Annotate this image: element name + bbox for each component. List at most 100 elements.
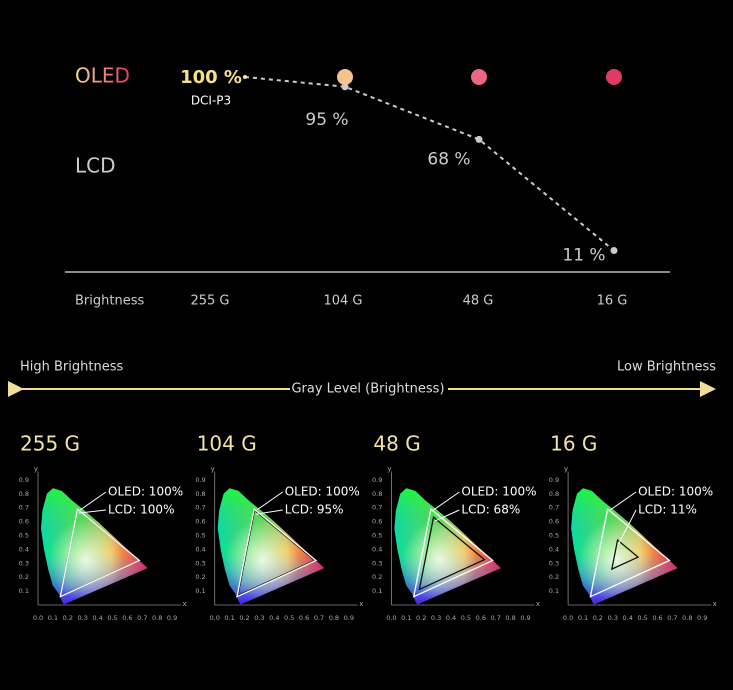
cie-y-tick: 0.1 [195, 587, 205, 595]
cie-x-label: x [713, 600, 717, 608]
cie-x-label: x [359, 600, 363, 608]
oled-gamut [59, 507, 141, 598]
oled-point [606, 69, 622, 85]
lcd-line [244, 76, 615, 252]
cie-x-tick: 0.0 [563, 614, 573, 622]
lcd-point [610, 247, 618, 255]
cie-y-tick: 0.5 [372, 532, 382, 540]
value-label: 100 % [180, 67, 242, 88]
oled-label: OLED: 100% [461, 485, 536, 499]
cie-y-tick: 0.3 [195, 559, 205, 567]
cie-y-tick: 0.8 [195, 490, 205, 498]
cie-y-tick: 0.3 [372, 559, 382, 567]
oled-point [471, 69, 487, 85]
lcd-label: LCD: 100% [108, 503, 174, 517]
cie-y-tick: 0.5 [19, 532, 29, 540]
oled-point [243, 75, 247, 79]
cie-x-tick: 0.7 [491, 614, 501, 622]
value-label: 68 % [427, 149, 470, 169]
cie-y-tick: 0.7 [372, 504, 382, 512]
cie-x-tick: 0.3 [78, 614, 88, 622]
leader [78, 491, 107, 512]
cie-y-tick: 0.8 [372, 490, 382, 498]
cie-x-tick: 0.8 [505, 614, 515, 622]
cie-x-label: x [536, 600, 540, 608]
lcd-label: LCD: 68% [461, 503, 520, 517]
cie-x-tick: 0.6 [652, 614, 662, 622]
cie-locus [40, 488, 148, 605]
cie-x-tick: 0.6 [476, 614, 486, 622]
cie-locus [394, 488, 501, 605]
cie-x-tick: 0.2 [239, 614, 249, 622]
cie-y-tick: 0.6 [195, 518, 205, 526]
cie-x-tick: 0.4 [623, 614, 633, 622]
cie-y-tick: 0.4 [195, 545, 205, 553]
cie-x-tick: 0.0 [33, 614, 43, 622]
cie-x-tick: 0.6 [122, 614, 132, 622]
cie-y-tick: 0.3 [549, 559, 559, 567]
cie-y-tick: 0.2 [372, 573, 382, 581]
leader [434, 509, 460, 522]
leader [254, 491, 283, 512]
cie-x-tick: 0.3 [431, 614, 441, 622]
lcd-gamut [418, 516, 486, 591]
cie-x-tick: 0.8 [329, 614, 339, 622]
cie-y-tick: 0.2 [195, 573, 205, 581]
cie-y-tick: 0.5 [549, 532, 559, 540]
cie-y-tick: 0.4 [372, 545, 382, 553]
cie-x-label: x [183, 600, 187, 608]
value-label: 11 % [562, 246, 605, 266]
value-label: 95 % [305, 110, 348, 130]
panel-title: 255 G [20, 432, 80, 456]
cie-y-tick: 0.1 [372, 587, 382, 595]
cie-y-tick: 0.7 [195, 504, 205, 512]
cie-x-tick: 0.8 [682, 614, 692, 622]
cie-x-tick: 0.7 [314, 614, 324, 622]
cie-y-label: y [387, 465, 391, 473]
oled-gamut [589, 507, 671, 598]
oled-gamut [236, 507, 318, 598]
cie-y-label: y [34, 465, 38, 473]
lcd-label: LCD: 95% [285, 503, 344, 517]
lcd-gamut [610, 538, 640, 571]
annotation: DCI-P3 [191, 94, 231, 108]
scale-left: High Brightness [20, 360, 123, 375]
cie-y-tick: 0.1 [549, 587, 559, 595]
gamut-panel: 48 G x y 0.0 0.1 0.1 0.2 0.2 0.3 0.3 0.4 0.4 0.5 0.5 0… [372, 432, 540, 623]
cie-x-tick: 0.1 [578, 614, 588, 622]
cie-y-tick: 0.9 [19, 476, 29, 484]
cie-x-tick: 0.3 [608, 614, 618, 622]
leader [78, 509, 107, 514]
cie-y-tick: 0.4 [549, 545, 559, 553]
cie-x-tick: 0.7 [137, 614, 147, 622]
gamut-panel: 104 G x y 0.0 0.1 0.1 0.2 0.2 0.3 0.3 0.4 0.4 0.5 0.5… [195, 432, 363, 623]
cie-y-tick: 0.7 [549, 504, 559, 512]
leader [608, 491, 637, 512]
x-tick-label: 16 G [597, 294, 628, 309]
lcd-label: LCD: 11% [638, 503, 697, 517]
cie-y-tick: 0.1 [19, 587, 29, 595]
cie-x-tick: 0.4 [92, 614, 102, 622]
cie-y-tick: 0.5 [195, 532, 205, 540]
cie-x-tick: 0.9 [520, 614, 530, 622]
cie-y-tick: 0.6 [372, 518, 382, 526]
lcd-point [475, 135, 483, 143]
cie-x-tick: 0.5 [461, 614, 471, 622]
cie-y-tick: 0.9 [549, 476, 559, 484]
cie-y-label: y [211, 465, 215, 473]
cie-y-tick: 0.4 [19, 545, 29, 553]
cie-x-tick: 0.1 [401, 614, 411, 622]
cie-x-tick: 0.2 [593, 614, 603, 622]
cie-x-tick: 0.9 [697, 614, 707, 622]
cie-x-tick: 0.4 [446, 614, 456, 622]
cie-x-tick: 0.2 [63, 614, 73, 622]
scale-label: Gray Level (Brightness) [291, 382, 444, 397]
cie-x-tick: 0.5 [637, 614, 647, 622]
cie-x-tick: 0.1 [48, 614, 58, 622]
x-tick-label: 48 G [463, 294, 494, 309]
cie-locus [217, 488, 325, 605]
cie-x-tick: 0.5 [107, 614, 117, 622]
cie-y-tick: 0.6 [19, 518, 29, 526]
